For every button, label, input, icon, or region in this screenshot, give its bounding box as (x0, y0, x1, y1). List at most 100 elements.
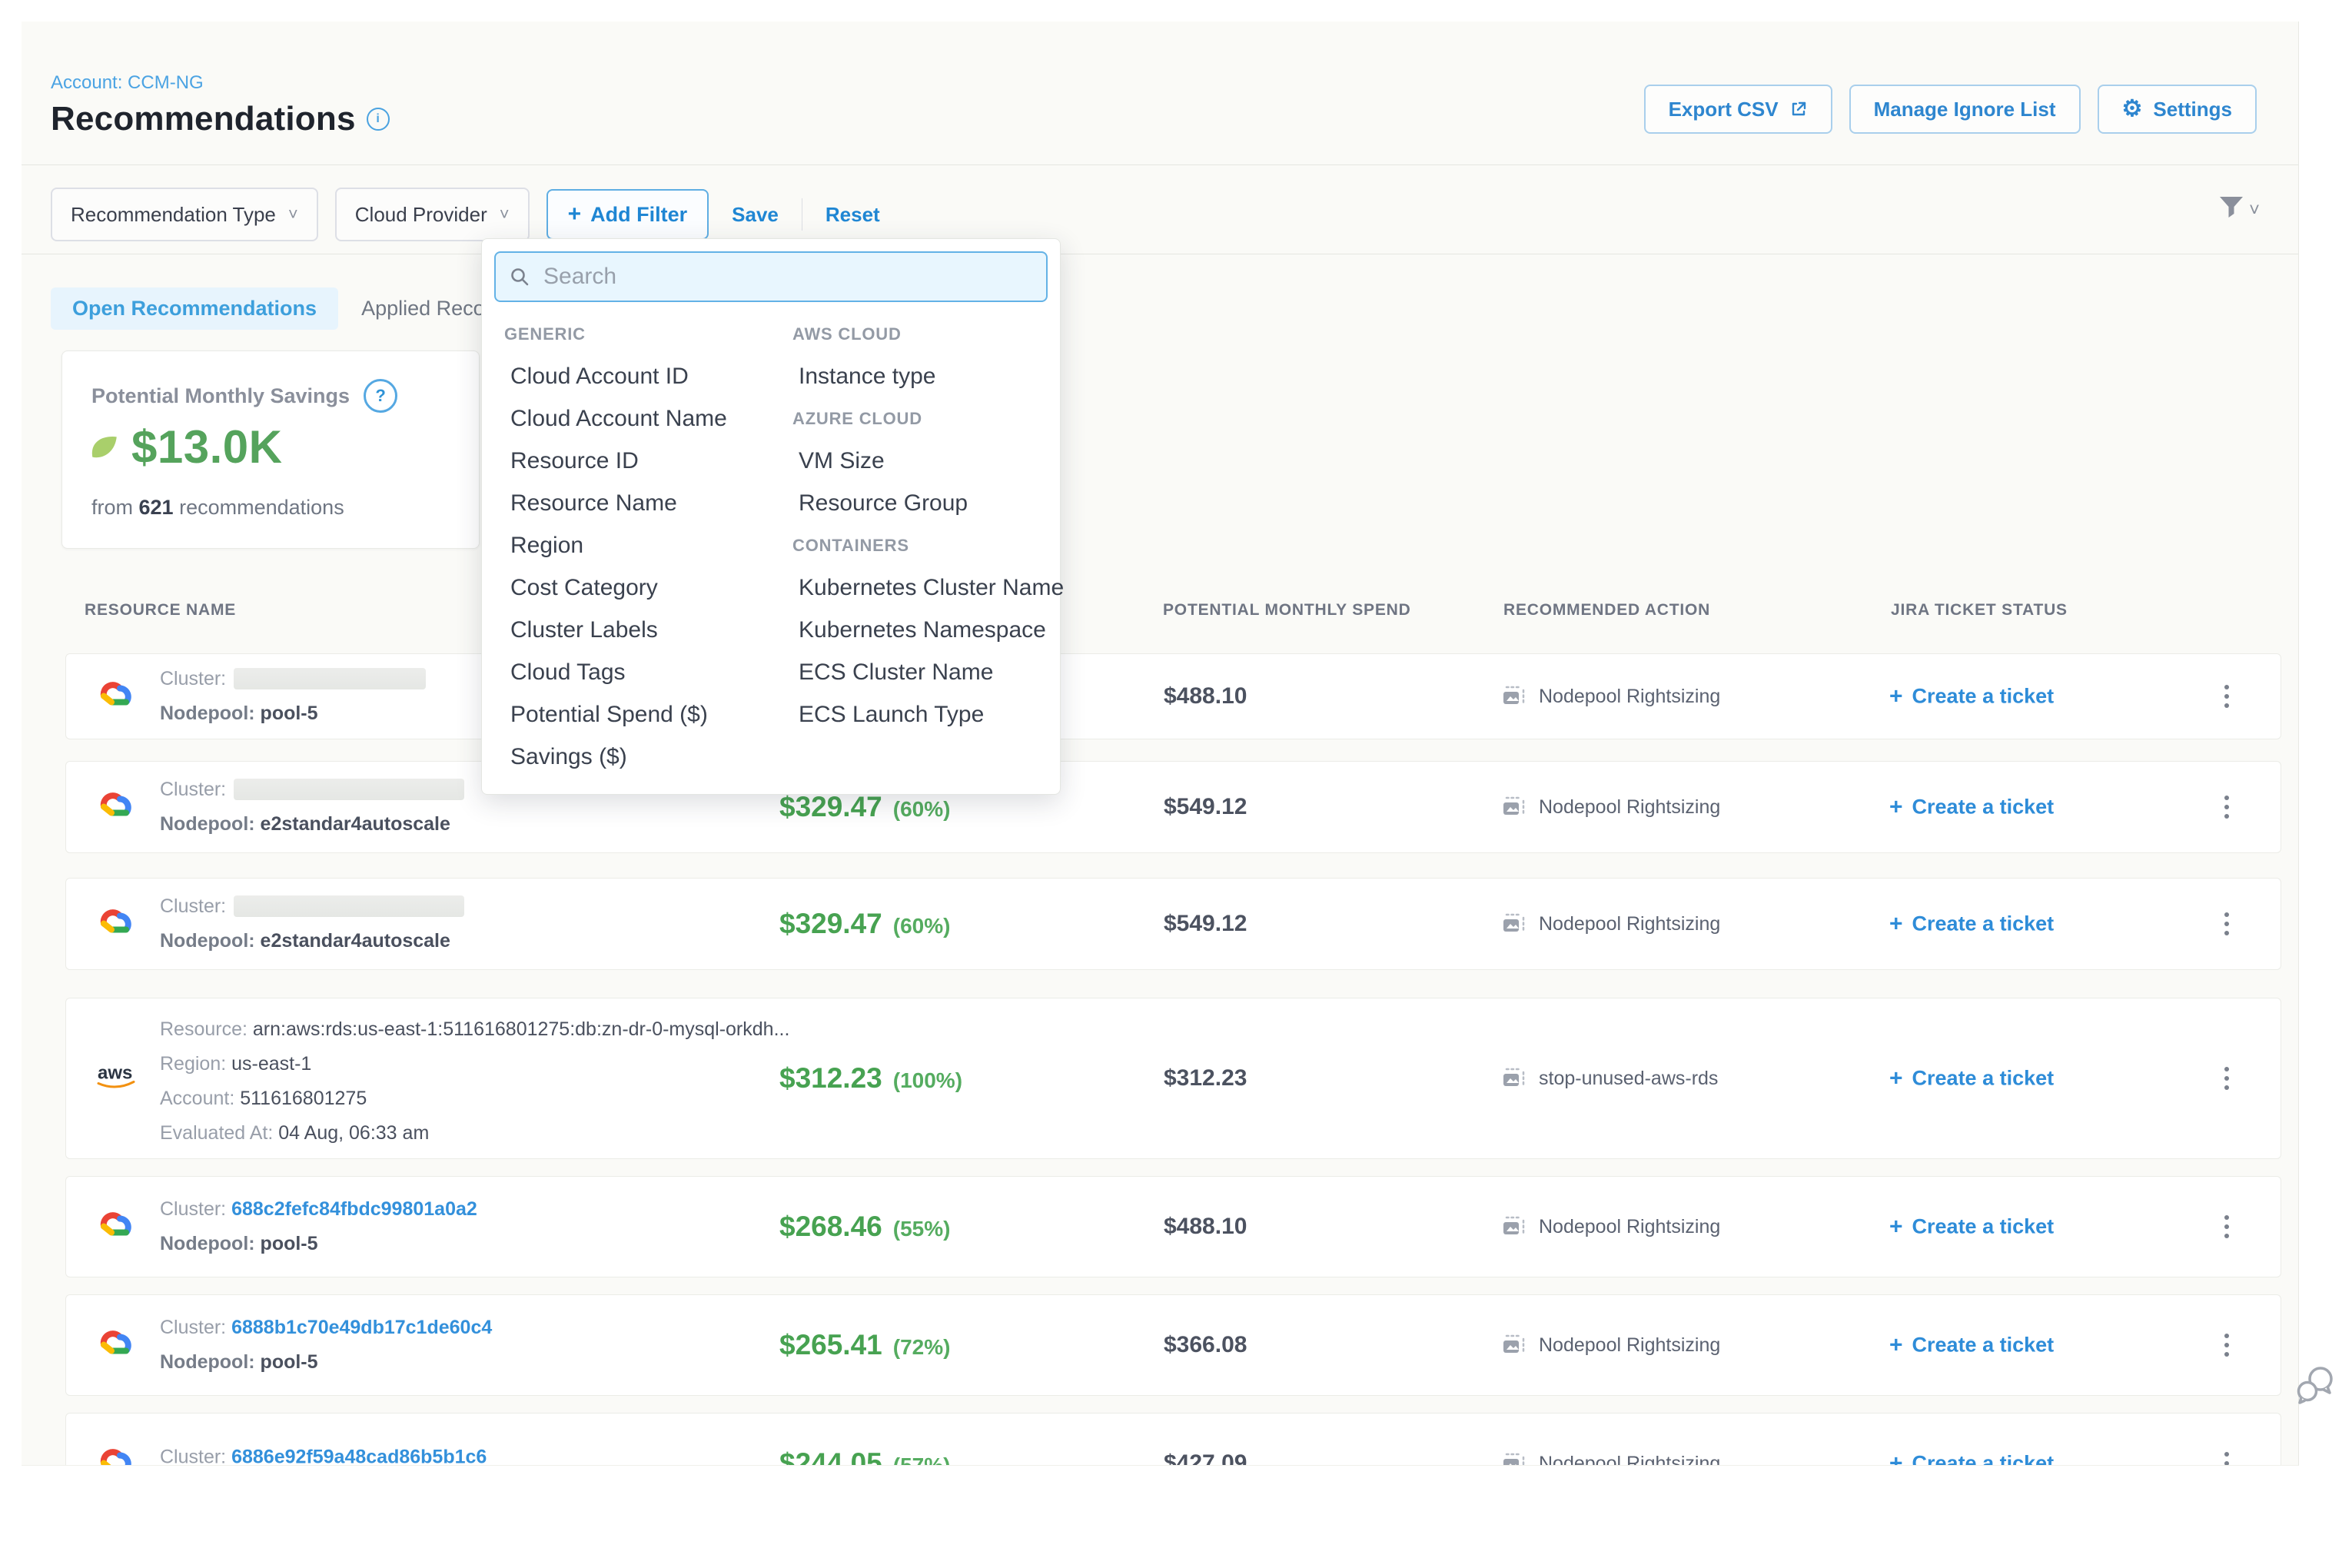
account-breadcrumb-link[interactable]: Account: CCM-NG (51, 72, 204, 94)
plus-icon: + (1889, 1067, 1903, 1090)
create-ticket-button[interactable]: +Create a ticket (1889, 1452, 2054, 1467)
resource-name-cell: Cluster: 6886e92f59a48cad86b5b1c6 (160, 1447, 487, 1467)
cluster-link[interactable]: 6886e92f59a48cad86b5b1c6 (231, 1447, 487, 1467)
filter-option[interactable]: Instance type (792, 364, 1064, 390)
filter-group-header: GENERIC (504, 324, 792, 344)
row-menu-kebab-icon[interactable] (2218, 1061, 2235, 1096)
table-row[interactable]: Cluster: 688c2fefc84fbdc99801a0a2 Nodepo… (65, 1176, 2281, 1277)
row-menu-kebab-icon[interactable] (2218, 789, 2235, 825)
cluster-label: Cluster: (160, 1447, 226, 1467)
savings-cell: $329.47(60%) (779, 908, 950, 940)
create-ticket-button[interactable]: +Create a ticket (1889, 1067, 2054, 1091)
filter-option[interactable]: Cluster Labels (504, 617, 792, 643)
savings-cell: $265.41(72%) (779, 1329, 950, 1361)
filter-options-grid: GENERIC AWS CLOUD Cloud Account ID Insta… (494, 313, 1048, 778)
create-ticket-button[interactable]: +Create a ticket (1889, 1215, 2054, 1239)
filter-option[interactable]: ECS Cluster Name (792, 659, 1064, 686)
recommendation-action-icon (1502, 1066, 1526, 1091)
account-value: 511616801275 (240, 1088, 367, 1109)
row-menu-kebab-icon[interactable] (2218, 1446, 2235, 1466)
create-ticket-button[interactable]: +Create a ticket (1889, 912, 2054, 936)
filter-option[interactable]: Cloud Account Name (504, 406, 792, 432)
filter-option[interactable]: Potential Spend ($) (504, 702, 792, 728)
resource-name-cell: Cluster: 688c2fefc84fbdc99801a0a2 Nodepo… (160, 1198, 477, 1255)
export-csv-button[interactable]: Export CSV (1644, 85, 1832, 134)
filter-chip-cloud-provider[interactable]: Cloud Provider ˅ (335, 188, 530, 241)
gcp-cloud-icon (95, 679, 134, 714)
settings-button[interactable]: ⚙ Settings (2098, 85, 2257, 134)
recommendation-action-icon (1502, 1214, 1526, 1239)
filter-funnel-button[interactable]: ˅ (2218, 195, 2260, 220)
gcp-cloud-icon (95, 790, 134, 825)
plus-icon: + (1889, 1452, 1903, 1466)
filter-option[interactable]: Resource ID (504, 448, 792, 474)
filter-option[interactable]: ECS Launch Type (792, 702, 1064, 728)
filter-option[interactable]: Resource Group (792, 490, 1064, 517)
row-menu-kebab-icon[interactable] (2218, 1209, 2235, 1244)
resource-name-cell: Cluster: 6888b1c70e49db17c1de60c4 Nodepo… (160, 1317, 492, 1374)
cluster-label: Cluster: (160, 668, 226, 689)
nodepool-label: Nodepool: (160, 930, 255, 952)
add-filter-button[interactable]: + Add Filter (546, 189, 709, 240)
region-label: Region: (160, 1053, 226, 1075)
action-label: stop-unused-aws-rds (1539, 1068, 1718, 1090)
reset-filter-button[interactable]: Reset (819, 203, 886, 227)
plus-icon: + (1889, 796, 1903, 819)
svg-text:aws: aws (98, 1063, 132, 1084)
table-row[interactable]: Cluster: 6886e92f59a48cad86b5b1c6 $244.0… (65, 1413, 2281, 1466)
cluster-label: Cluster: (160, 895, 226, 917)
row-menu-kebab-icon[interactable] (2218, 1327, 2235, 1363)
page-title-row: Recommendations i (51, 100, 390, 138)
filter-option[interactable]: Resource Name (504, 490, 792, 517)
row-menu-kebab-icon[interactable] (2218, 679, 2235, 714)
save-filter-button[interactable]: Save (726, 203, 785, 227)
spend-cell: $549.12 (1164, 911, 1247, 937)
table-row[interactable]: Cluster: Nodepool: pool-5 $488.10 Nodepo… (65, 653, 2281, 739)
table-row[interactable]: Cluster: Nodepool: e2standar4autoscale $… (65, 878, 2281, 970)
filter-option[interactable]: VM Size (792, 448, 1064, 474)
filter-option[interactable]: Kubernetes Namespace (792, 617, 1064, 643)
filter-option[interactable]: Cloud Account ID (504, 364, 792, 390)
chat-help-button[interactable] (2294, 1362, 2338, 1414)
cluster-label: Cluster: (160, 1198, 226, 1220)
filter-bar: Recommendation Type ˅ Cloud Provider ˅ +… (51, 188, 886, 241)
gcp-cloud-icon (95, 1328, 134, 1363)
manage-ignore-list-button[interactable]: Manage Ignore List (1849, 85, 2081, 134)
table-row[interactable]: aws Resource: arn:aws:rds:us-east-1:5116… (65, 998, 2281, 1159)
row-menu-kebab-icon[interactable] (2218, 906, 2235, 942)
evaluated-at-value: 04 Aug, 06:33 am (278, 1122, 429, 1144)
recommendations-page: { "colors":{"primary_blue":"#1F86D3","li… (0, 0, 2352, 1568)
action-label: Nodepool Rightsizing (1539, 796, 1720, 819)
aws-icon: aws (95, 1062, 138, 1095)
nodepool-label: Nodepool: (160, 1351, 255, 1373)
filter-option[interactable]: Cost Category (504, 575, 792, 601)
column-header-potential-monthly-spend: POTENTIAL MONTHLY SPEND (1163, 601, 1411, 620)
export-csv-label: Export CSV (1669, 98, 1779, 121)
table-row[interactable]: Cluster: 6888b1c70e49db17c1de60c4 Nodepo… (65, 1294, 2281, 1396)
filter-option[interactable]: Region (504, 533, 792, 559)
resource-name-cell: Cluster: Nodepool: pool-5 (160, 668, 426, 725)
filter-option[interactable]: Kubernetes Cluster Name (792, 575, 1064, 601)
cluster-link[interactable]: 6888b1c70e49db17c1de60c4 (231, 1317, 492, 1338)
help-icon[interactable]: ? (364, 379, 397, 413)
tab-open-recommendations[interactable]: Open Recommendations (51, 287, 338, 330)
filter-chip-recommendation-type[interactable]: Recommendation Type ˅ (51, 188, 318, 241)
create-ticket-button[interactable]: +Create a ticket (1889, 1334, 2054, 1357)
plus-icon: + (1889, 912, 1903, 935)
gcp-cloud-icon (95, 907, 134, 942)
table-row[interactable]: Cluster: Nodepool: e2standar4autoscale $… (65, 761, 2281, 853)
create-ticket-button[interactable]: +Create a ticket (1889, 796, 2054, 819)
create-ticket-button[interactable]: +Create a ticket (1889, 685, 2054, 709)
savings-amount: $13.0K (131, 420, 282, 473)
add-filter-dropdown: GENERIC AWS CLOUD Cloud Account ID Insta… (481, 238, 1061, 795)
nodepool-label: Nodepool: (160, 703, 255, 724)
info-icon[interactable]: i (367, 108, 390, 131)
recommended-action-cell: Nodepool Rightsizing (1502, 1451, 1720, 1466)
dropdown-search-box[interactable] (494, 251, 1048, 302)
filter-option[interactable]: Savings ($) (504, 744, 792, 770)
spend-cell: $488.10 (1164, 683, 1247, 709)
cluster-link[interactable]: 688c2fefc84fbdc99801a0a2 (231, 1198, 477, 1220)
filter-option[interactable]: Cloud Tags (504, 659, 792, 686)
dropdown-search-input[interactable] (542, 263, 1032, 291)
gcp-cloud-icon (95, 1210, 134, 1244)
